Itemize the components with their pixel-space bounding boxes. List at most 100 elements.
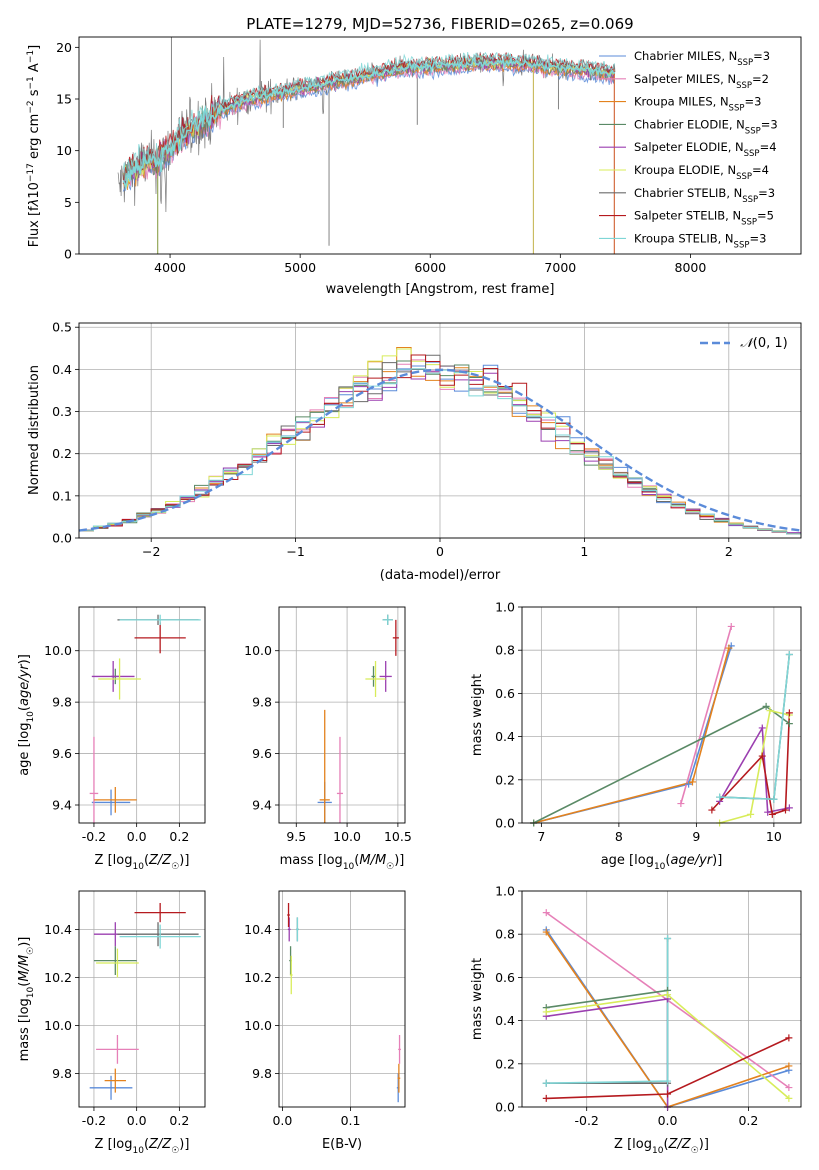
x-tick-label: 7000 bbox=[544, 260, 576, 275]
legend-sub: SSP bbox=[736, 81, 752, 91]
y-tick-label: 0.0 bbox=[495, 1100, 515, 1115]
x-axis-label: wavelength [Angstrom, rest frame] bbox=[326, 282, 555, 297]
x-axis-label-part: ( bbox=[144, 853, 149, 868]
x-axis-label: (data-model)/error bbox=[380, 568, 501, 583]
legend-suffix: =3 bbox=[753, 49, 770, 63]
x-axis-label: Z [log10(Z/Z☉)] bbox=[95, 853, 190, 872]
legend-entry: Kroupa MILES, NSSP=3 bbox=[634, 95, 761, 114]
weight-marker bbox=[716, 793, 724, 801]
legend-suffix: =2 bbox=[752, 72, 769, 86]
y-tick-label: 0.6 bbox=[495, 686, 515, 701]
x-axis-label-part: )] bbox=[699, 1137, 709, 1152]
x-axis-label-part: ( bbox=[144, 1137, 149, 1152]
legend-sub: SSP bbox=[741, 218, 757, 228]
y-tick-label: 0.1 bbox=[52, 488, 72, 503]
x-tick-label: 10.5 bbox=[384, 829, 412, 844]
y-tick-label: 0.4 bbox=[52, 362, 72, 377]
y-tick-label: 0.8 bbox=[495, 643, 515, 658]
y-tick-label: 10.0 bbox=[244, 643, 272, 658]
y-tick-label: 0.5 bbox=[52, 320, 72, 335]
weight-line-chabrier-miles bbox=[533, 645, 733, 823]
weight-marker bbox=[542, 909, 550, 917]
residuals-frame bbox=[78, 322, 802, 539]
y-axis-label: mass [log10(M/M☉)] bbox=[17, 937, 36, 1062]
x-axis-label-part: ☉ bbox=[386, 862, 394, 872]
y-tick-label: 15 bbox=[56, 92, 72, 107]
legend-suffix: =5 bbox=[757, 209, 774, 223]
y-axis-label-part: −1 bbox=[26, 50, 36, 63]
legend-suffix: =4 bbox=[760, 140, 777, 154]
legend-label: Chabrier ELODIE, N bbox=[634, 117, 745, 131]
legend-entry: Chabrier MILES, NSSP=3 bbox=[634, 49, 770, 68]
legend-suffix: =3 bbox=[761, 117, 778, 131]
x-axis-label-part: Z/Z bbox=[148, 1137, 172, 1152]
weight-line-kroupa-miles bbox=[545, 931, 790, 1107]
histogram-chabrier-stelib bbox=[79, 354, 801, 535]
y-tick-label: 10.4 bbox=[44, 922, 72, 937]
residuals-plot bbox=[79, 346, 801, 535]
x-axis-label-part: 10 bbox=[343, 862, 355, 872]
Z-mass-plot bbox=[89, 903, 201, 1100]
x-tick-label: 6000 bbox=[414, 260, 446, 275]
figure-title: PLATE=1279, MJD=52736, FIBERID=0265, z=0… bbox=[246, 15, 633, 33]
y-tick-label: 0.0 bbox=[52, 531, 72, 546]
x-axis-label-part: ☉ bbox=[171, 1146, 179, 1156]
x-axis-label-part: )] bbox=[712, 853, 722, 868]
x-tick-label: 1 bbox=[580, 544, 588, 559]
weight-marker bbox=[542, 928, 550, 936]
legend-entry: Salpeter STELIB, NSSP=5 bbox=[634, 209, 774, 228]
y-axis-label-part: −2 bbox=[26, 100, 36, 113]
legend-label: Salpeter MILES, N bbox=[634, 72, 736, 86]
weight-marker bbox=[747, 810, 755, 818]
x-tick-label: 7 bbox=[537, 829, 545, 844]
y-tick-label: 0.6 bbox=[495, 970, 515, 985]
legend-suffix: =4 bbox=[752, 163, 769, 177]
legend-entry: Chabrier STELIB, NSSP=3 bbox=[634, 186, 775, 205]
y-tick-label: 10.0 bbox=[244, 1018, 272, 1033]
legend-suffix: =3 bbox=[758, 186, 775, 200]
weight-marker bbox=[664, 1077, 672, 1085]
weight-marker bbox=[785, 651, 793, 659]
weight-marker bbox=[785, 1084, 793, 1092]
y-tick-label: 9.8 bbox=[52, 695, 72, 710]
weight-marker bbox=[542, 1094, 550, 1102]
legend-entry: 𝒩(0, 1) bbox=[740, 336, 787, 351]
weight-line-kroupa-elodie bbox=[719, 709, 790, 823]
y-axis-label: age [log10(age/yr)] bbox=[17, 654, 36, 776]
x-tick-label: 9.5 bbox=[286, 829, 306, 844]
x-axis-label-part: wavelength [Angstrom, rest frame] bbox=[326, 282, 555, 297]
ebv-mass-frame bbox=[278, 890, 406, 1108]
weight-marker bbox=[758, 752, 766, 760]
y-axis-label-part: erg cm bbox=[27, 114, 42, 163]
weight-line-kroupa-stelib bbox=[546, 938, 669, 1084]
y-axis-label-part: 10 bbox=[26, 986, 36, 998]
y-tick-label: 10.2 bbox=[44, 970, 72, 985]
x-axis-label: age [log10(age/yr)] bbox=[601, 853, 723, 872]
x-tick-label: 8 bbox=[615, 829, 623, 844]
Z-age-axes: -0.2 0.0 0.29.49.69.810.0Z [log10(Z/Z☉)]ag… bbox=[17, 606, 206, 872]
y-axis-label-part: mass weight bbox=[470, 674, 485, 756]
weight-marker bbox=[785, 709, 793, 717]
y-tick-label: 0.4 bbox=[495, 1013, 515, 1028]
x-axis-label-part: Z [log bbox=[95, 853, 133, 868]
x-tick-label: 5000 bbox=[284, 260, 316, 275]
ebv-mass-plot bbox=[287, 903, 401, 1103]
x-tick-label: 0 bbox=[436, 544, 444, 559]
legend-entry: Chabrier ELODIE, NSSP=3 bbox=[634, 117, 778, 136]
age-weight-plot bbox=[533, 626, 791, 823]
x-tick-label: 0.0 bbox=[127, 1113, 147, 1128]
weight-line-chabrier-elodie bbox=[533, 705, 790, 823]
weight-marker bbox=[768, 810, 776, 818]
legend-entry: Salpeter MILES, NSSP=2 bbox=[634, 72, 769, 91]
weight-marker bbox=[764, 808, 772, 816]
x-axis-label-part: Z/Z bbox=[668, 1137, 692, 1152]
y-axis-label-part: 10 bbox=[27, 182, 42, 199]
weight-line-salpeter-elodie bbox=[718, 725, 790, 814]
x-tick-label: 0.1 bbox=[341, 1113, 361, 1128]
weight-marker bbox=[725, 644, 733, 652]
y-tick-label: 10 bbox=[56, 143, 72, 158]
legend-label: Kroupa STELIB, N bbox=[634, 231, 734, 245]
x-axis-label-part: M/M bbox=[359, 853, 386, 868]
residuals-axes: −2 −1 0 1 2 0.0 0.1 0.2 0.3 0.4 0.5 𝒩(0, 1) (data-mo… bbox=[27, 320, 802, 583]
y-tick-label: 9.6 bbox=[52, 746, 72, 761]
